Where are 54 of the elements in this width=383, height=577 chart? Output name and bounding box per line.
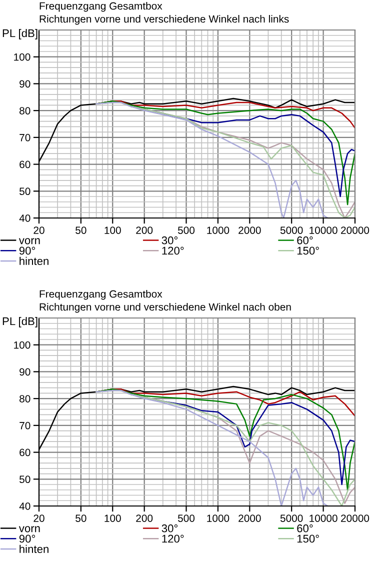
x-tick-label: 200 (136, 226, 153, 234)
y-tick-label: 80 (20, 395, 30, 402)
y-tick-label: 40 (19, 214, 30, 222)
legend-label: 30° (162, 524, 178, 532)
legend-label: 150° (297, 534, 319, 543)
x-tick-label: 20 (34, 514, 44, 522)
y-tick-label: 40 (19, 502, 30, 510)
legend-label: 150° (297, 246, 319, 255)
x-tick-label: 1000 (207, 226, 230, 234)
x-tick-label: 20 (34, 226, 44, 234)
legend-label: hinten (20, 544, 48, 553)
x-tick-label: 5000 (280, 226, 303, 234)
x-tick-label: 1000 (207, 514, 230, 522)
legend-label: 90° (19, 246, 36, 255)
y-tick-label: 80 (20, 107, 30, 114)
x-tick-label: 200 (136, 514, 153, 522)
chart-title: Frequenzgang Gesamtbox (40, 290, 162, 300)
x-tick-label: 2000 (238, 514, 261, 522)
y-axis-title: PL [dB] (2, 29, 38, 40)
x-tick-label: 100 (104, 226, 121, 234)
x-tick-label: 10000 (310, 226, 338, 234)
x-tick-label: 20000 (341, 226, 370, 234)
y-tick-label: 70 (20, 422, 30, 430)
legend-label: 30° (162, 236, 178, 244)
y-tick-label: 90 (20, 80, 30, 88)
y-tick-label: 90 (20, 368, 30, 376)
x-tick-label: 5000 (280, 514, 303, 522)
x-tick-label: 2000 (238, 226, 261, 234)
legend-label: 90° (19, 534, 36, 543)
chart-title: Frequenzgang Gesamtbox (40, 2, 162, 12)
legend-label: 120° (162, 246, 184, 255)
x-tick-label: 50 (76, 226, 86, 234)
legend-label: hinten (20, 256, 48, 265)
y-axis-title: PL [dB] (2, 317, 38, 328)
y-tick-label: 50 (20, 476, 30, 484)
y-tick-label: 50 (20, 188, 30, 196)
legend-label: 60° (297, 524, 313, 532)
chart-subtitle: Richtungen vorne und verschiedene Winkel nach links (40, 15, 289, 25)
x-tick-label: 500 (178, 226, 195, 234)
x-tick-label: 100 (104, 514, 121, 522)
y-tick-label: 60 (20, 160, 30, 168)
y-tick-label: 60 (20, 448, 30, 456)
legend-label: 120° (162, 534, 184, 543)
y-tick-label: 100 (14, 53, 30, 61)
y-tick-label: 70 (20, 134, 30, 142)
legend-label: 60° (297, 236, 313, 244)
chart-subtitle: Richtungen vorne und verschiedene Winkel nach oben (40, 303, 291, 313)
x-tick-label: 50 (76, 514, 86, 522)
legend-label: vorn (18, 238, 40, 244)
legend-label: vorn (18, 526, 40, 532)
x-tick-label: 20000 (341, 514, 370, 522)
x-tick-label: 10000 (310, 514, 338, 522)
x-tick-label: 500 (178, 514, 195, 522)
y-tick-label: 100 (14, 341, 30, 349)
